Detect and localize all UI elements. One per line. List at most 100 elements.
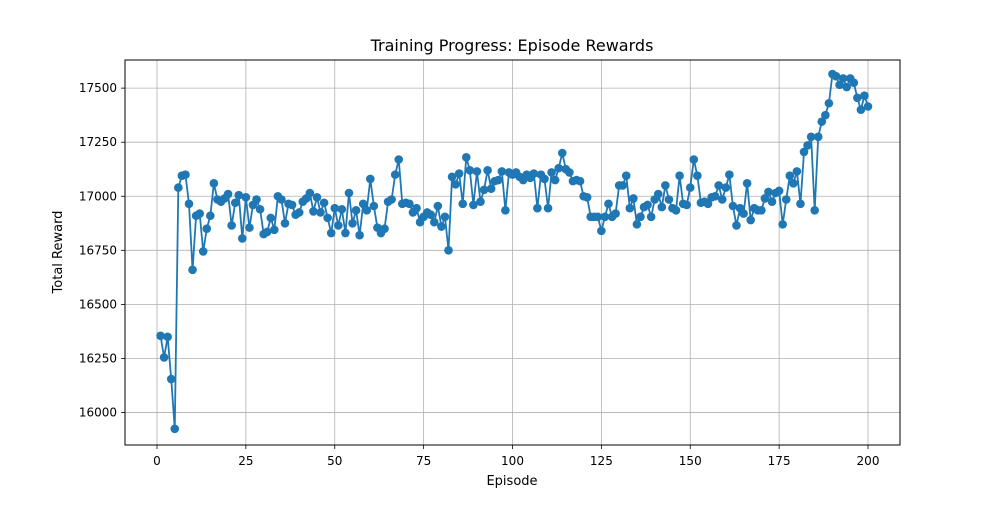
series-layer [156,69,873,434]
data-point [781,195,791,204]
data-point [757,206,766,215]
y-tick-label: 16000 [79,406,117,420]
data-point [597,226,606,236]
data-point [849,78,859,88]
data-point [174,183,183,192]
data-point [202,224,212,234]
data-point [714,181,723,190]
data-point [703,199,713,209]
data-point [305,188,315,198]
data-point [806,132,816,142]
data-point [476,197,485,206]
data-point [821,110,830,120]
x-axis-ticks: 0 25 50 75 100 125 150 175 200 [153,445,879,468]
data-point [461,153,471,162]
data-point [565,168,574,177]
data-point [732,221,741,230]
data-point [429,217,439,227]
data-point [554,163,564,173]
x-tick-label: 150 [679,454,702,468]
data-point [405,199,414,209]
data-point [643,200,652,210]
data-point [369,201,379,211]
data-point [785,171,795,181]
data-point [675,171,684,181]
data-point [632,220,642,229]
data-point [593,212,603,222]
data-point [188,265,197,275]
data-point [341,228,350,238]
data-point [181,170,190,179]
data-point [789,178,798,188]
x-axis-label: Episode [486,474,537,489]
y-tick-label: 16750 [79,243,117,257]
data-point [252,195,261,204]
data-point [483,166,492,175]
data-point [739,209,748,218]
data-point [394,155,404,164]
data-point [437,222,446,231]
data-point [831,71,841,81]
x-tick-label: 0 [153,454,161,468]
data-point [497,167,507,176]
data-point [245,223,254,232]
data-point [433,201,443,211]
data-point [230,198,240,208]
data-point [582,193,592,202]
data-point [454,169,464,178]
data-point [725,170,734,179]
data-point [746,215,755,225]
data-point [671,206,681,215]
data-point [618,181,628,190]
data-point [486,184,496,193]
data-point [835,80,844,90]
x-tick-label: 200 [857,454,880,468]
data-point [742,178,752,188]
data-point [764,187,773,197]
data-point [813,132,823,142]
data-point [277,195,286,204]
data-point [860,91,869,100]
data-point [600,212,610,222]
data-point [533,203,542,213]
data-point [365,174,375,184]
x-tick-label: 125 [590,454,613,468]
data-point [767,197,777,206]
data-point [362,206,372,215]
data-point [501,206,510,215]
data-point [234,190,244,200]
data-point [760,194,770,203]
x-tick-label: 50 [327,454,342,468]
data-point [387,195,396,204]
data-point [550,175,560,185]
data-point [444,246,453,255]
data-point [810,206,819,215]
data-point [351,206,361,215]
data-point [262,227,272,237]
data-point [287,200,297,210]
y-axis-label: Total Reward [51,211,66,295]
data-point [223,189,233,199]
data-point [685,183,695,192]
data-point [547,168,556,177]
data-point [334,221,343,230]
data-point [543,203,553,213]
data-point [309,207,318,216]
data-point [803,141,812,150]
data-point [636,212,645,222]
data-point [337,204,347,214]
data-point [824,98,834,108]
data-point [326,228,336,238]
data-point [575,176,585,186]
data-point [280,219,290,228]
data-point [412,203,421,213]
data-point [316,208,325,217]
data-point [319,198,329,208]
data-point [728,201,738,211]
data-point [604,199,613,209]
data-point [458,199,468,209]
data-point [817,117,827,126]
data-point [440,212,450,222]
data-point [493,175,503,185]
